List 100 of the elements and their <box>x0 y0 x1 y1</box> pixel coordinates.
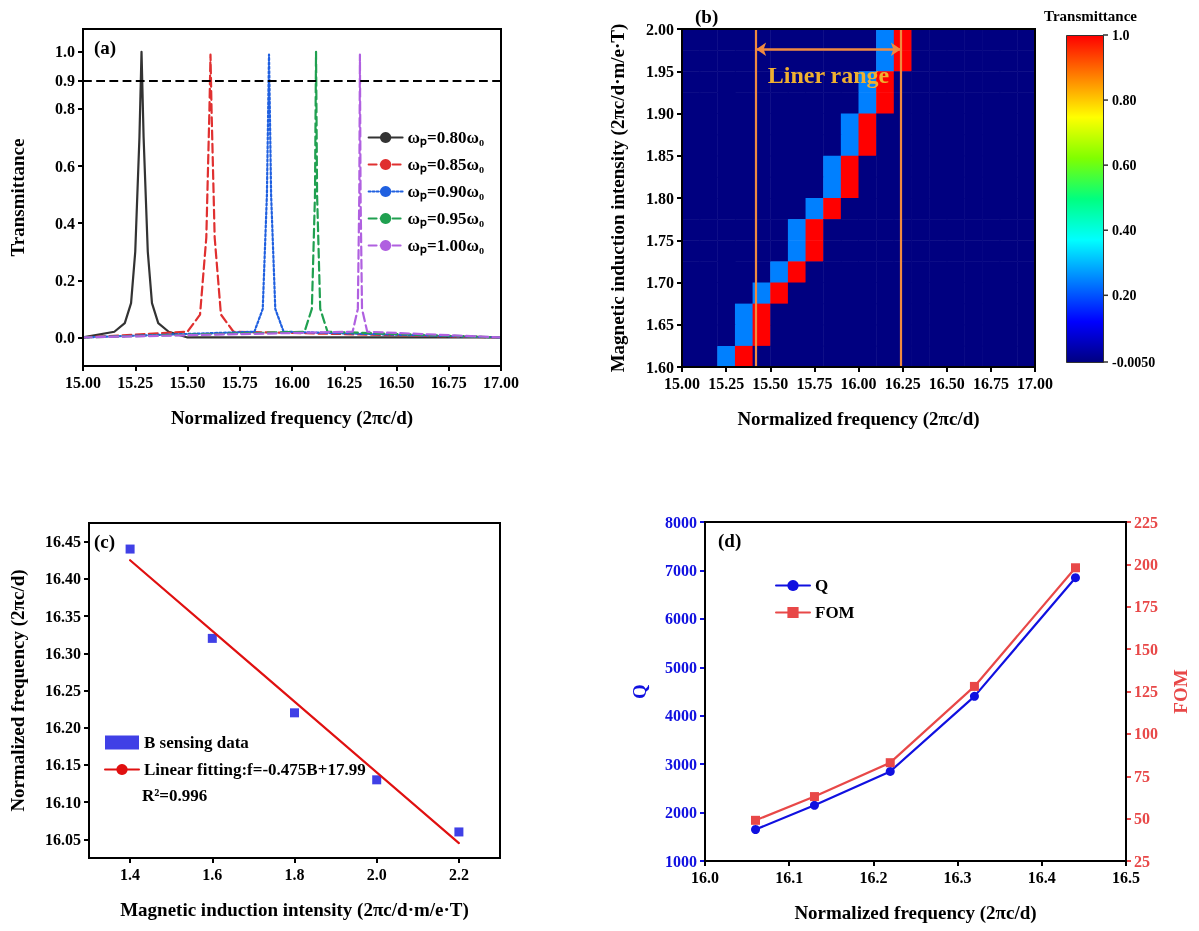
x-tick-label: 16.25 <box>884 374 921 392</box>
color-bar-label: 1.0 <box>1112 27 1130 43</box>
y-tick-label: 16.35 <box>45 607 81 625</box>
point <box>969 691 979 701</box>
y2-tick-label: 175 <box>1134 598 1158 616</box>
x-tick-label: 1.8 <box>284 865 305 883</box>
x-tick-label: 15.00 <box>664 374 700 392</box>
y2-tick-label: 75 <box>1134 767 1150 785</box>
y-axis-title: Magnetic induction intensity (2πc/d·m/e·T) <box>607 23 629 373</box>
y-tick-label: 0.9 <box>55 71 75 89</box>
y2-tick-label: 150 <box>1134 640 1158 658</box>
x-tick-label: 2.0 <box>366 865 387 883</box>
point <box>969 681 979 691</box>
x-tick-label: 16.50 <box>928 374 965 392</box>
y-tick-label: 1.0 <box>55 43 75 61</box>
y-tick-label: 1.65 <box>646 316 674 334</box>
y-tick-label: 0.6 <box>55 157 75 175</box>
x-tick-label: 16.3 <box>943 868 972 886</box>
point <box>751 825 761 835</box>
x-tick-label: 15.75 <box>221 373 258 391</box>
x-axis-title: Normalized frequency (2πc/d) <box>737 408 980 430</box>
x-tick-label: 1.4 <box>120 865 141 883</box>
legend-label: ωₚ=0.95ω₀ <box>407 209 484 229</box>
legend-label: Q <box>815 576 829 595</box>
legend-label: ωₚ=0.85ω₀ <box>407 155 484 175</box>
legend-label: FOM <box>815 603 855 622</box>
color-bar-label: 0.40 <box>1112 222 1137 238</box>
x-axis-title: Magnetic induction intensity (2πc/d·m/e·T) <box>120 899 469 921</box>
y2-tick-label: 225 <box>1134 513 1158 531</box>
x-tick-label: 17.00 <box>1017 374 1053 392</box>
y-tick-label: 6000 <box>665 610 697 628</box>
x-tick-label: 16.75 <box>972 374 1009 392</box>
y-tick-label: 1.95 <box>646 62 674 80</box>
y-axis-title: Q <box>629 684 650 699</box>
y-tick-label: 2.00 <box>646 20 674 38</box>
y-tick-label: 3000 <box>665 755 697 773</box>
point <box>1070 573 1080 583</box>
x-tick-label: 15.00 <box>65 373 101 391</box>
x-tick-label: 17.00 <box>483 373 519 391</box>
x-tick-label: 15.50 <box>169 373 206 391</box>
point <box>809 792 819 802</box>
y-axis-title: Transmittance <box>7 138 28 257</box>
point <box>125 544 135 554</box>
color-bar-label: 0.60 <box>1112 157 1137 173</box>
y-tick-label: 4000 <box>665 707 697 725</box>
x-tick-label: 16.4 <box>1027 868 1056 886</box>
x-tick-label: 15.25 <box>117 373 154 391</box>
y2-tick-label: 50 <box>1134 810 1150 828</box>
legend-label: ωₚ=0.90ω₀ <box>407 182 484 202</box>
y-tick-label: 16.15 <box>45 756 81 774</box>
chart-title: (a) <box>94 37 117 59</box>
y-tick-label: 0.2 <box>55 271 75 289</box>
x-tick-label: 15.75 <box>796 374 833 392</box>
x-tick-label: 16.00 <box>840 374 877 392</box>
color-bar-label: 0.20 <box>1112 287 1137 303</box>
color-bar-label: -0.0050 <box>1112 354 1156 370</box>
legend-label: ωₚ=1.00ω₀ <box>407 236 484 256</box>
y-tick-label: 16.10 <box>45 793 81 811</box>
x-tick-label: 2.2 <box>448 865 469 883</box>
y-tick-label: 1.70 <box>646 274 674 291</box>
y2-tick-label: 100 <box>1134 725 1158 743</box>
x-tick-label: 16.75 <box>430 373 467 391</box>
y-tick-label: 16.25 <box>45 682 81 699</box>
y-tick-label: 0.0 <box>55 328 75 346</box>
y-tick-label: 0.8 <box>55 100 75 118</box>
point <box>207 633 217 643</box>
y-tick-label: 16.20 <box>45 719 81 737</box>
x-tick-label: 16.2 <box>859 868 888 886</box>
x-tick-label: 16.00 <box>274 373 310 391</box>
point <box>290 708 299 718</box>
chart-title: (b) <box>695 6 719 28</box>
y-tick-label: 16.30 <box>45 644 81 662</box>
y-tick-label: 16.45 <box>45 533 81 551</box>
y2-tick-label: 25 <box>1134 852 1150 870</box>
x-tick-label: 16.25 <box>326 373 363 391</box>
y-tick-label: 1.80 <box>646 189 674 207</box>
point <box>372 775 382 785</box>
point <box>751 815 761 825</box>
x-tick-label: 16.1 <box>775 868 804 886</box>
point <box>885 758 895 768</box>
y-tick-label: 7000 <box>665 561 697 579</box>
legend-label: B sensing data <box>144 733 250 752</box>
x-tick-label: 15.50 <box>752 374 789 392</box>
x-tick-label: 16.0 <box>691 868 719 886</box>
y-tick-label: 1.75 <box>646 231 674 249</box>
x-tick-label: 15.25 <box>708 374 745 392</box>
x-axis-title: Normalized frequency (2πc/d) <box>170 407 414 429</box>
y-tick-label: 16.05 <box>45 830 81 848</box>
y-tick-label: 1.90 <box>646 105 674 122</box>
color-bar-label: 0.80 <box>1112 92 1137 108</box>
y-tick-label: 2000 <box>665 804 697 822</box>
annotation: R²=0.996 <box>142 786 208 805</box>
y-tick-label: 1.85 <box>646 147 674 165</box>
y-tick-label: 16.40 <box>45 570 81 588</box>
y2-tick-label: 125 <box>1134 683 1158 700</box>
y-tick-label: 1.60 <box>646 358 674 376</box>
y2-tick-label: 200 <box>1134 555 1158 573</box>
y-tick-label: 5000 <box>665 658 697 676</box>
legend-label: ωₚ=0.80ω₀ <box>407 128 484 148</box>
chart-title: (c) <box>94 531 116 553</box>
